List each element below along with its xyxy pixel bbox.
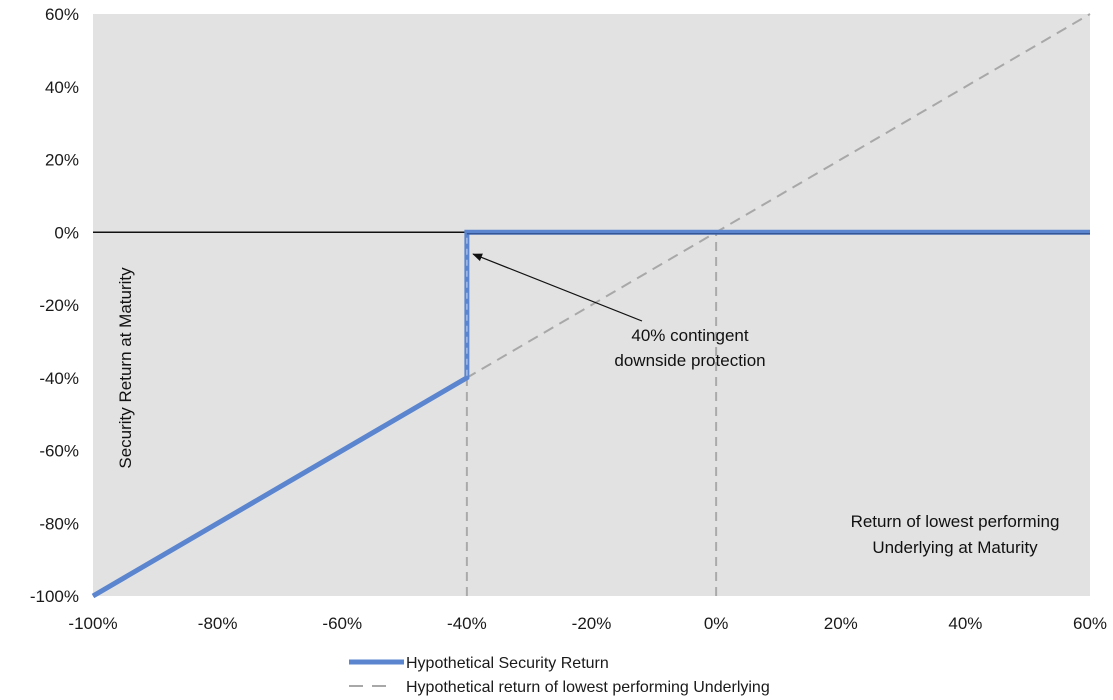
x-tick-label: 40% xyxy=(948,614,982,633)
y-tick-label: -60% xyxy=(39,442,79,461)
annotation-arrow xyxy=(472,253,643,322)
annotation-line-2: downside protection xyxy=(614,351,765,370)
y-tick-label: -80% xyxy=(39,514,79,533)
reference-lines xyxy=(465,232,718,596)
series-line-underlying xyxy=(92,13,1091,597)
x-axis-title-line-1: Return of lowest performing xyxy=(851,512,1060,531)
annotation-line-1: 40% contingent xyxy=(631,326,748,345)
x-tick-label: -80% xyxy=(198,614,238,633)
y-tick-label: -40% xyxy=(39,369,79,388)
x-tick-label: -100% xyxy=(68,614,117,633)
x-axis-ticks: -100% -80% -60% -40% -20% 0% 20% 40% 60% xyxy=(68,614,1107,633)
x-tick-label: -20% xyxy=(572,614,612,633)
y-tick-label: 40% xyxy=(45,78,79,97)
y-tick-label: 60% xyxy=(45,5,79,24)
series-group xyxy=(91,13,1091,599)
x-tick-label: -60% xyxy=(322,614,362,633)
legend-label-security-return: Hypothetical Security Return xyxy=(406,655,609,672)
x-axis-title-line-2: Underlying at Maturity xyxy=(872,538,1038,557)
legend: Hypothetical Security Return Hypothetica… xyxy=(349,655,770,696)
y-tick-label: 0% xyxy=(54,223,79,242)
x-tick-label: 20% xyxy=(824,614,858,633)
x-tick-label: 60% xyxy=(1073,614,1107,633)
y-axis-title: Security Return at Maturity xyxy=(116,267,135,469)
x-tick-label: -40% xyxy=(447,614,487,633)
y-axis-ticks: -100% -80% -60% -40% -20% 0% 20% 40% 60% xyxy=(30,5,79,606)
y-tick-label: -20% xyxy=(39,296,79,315)
y-tick-label: 20% xyxy=(45,151,79,170)
legend-label-underlying-return: Hypothetical return of lowest performing… xyxy=(406,679,770,696)
y-tick-label: -100% xyxy=(30,587,79,606)
x-tick-label: 0% xyxy=(704,614,729,633)
